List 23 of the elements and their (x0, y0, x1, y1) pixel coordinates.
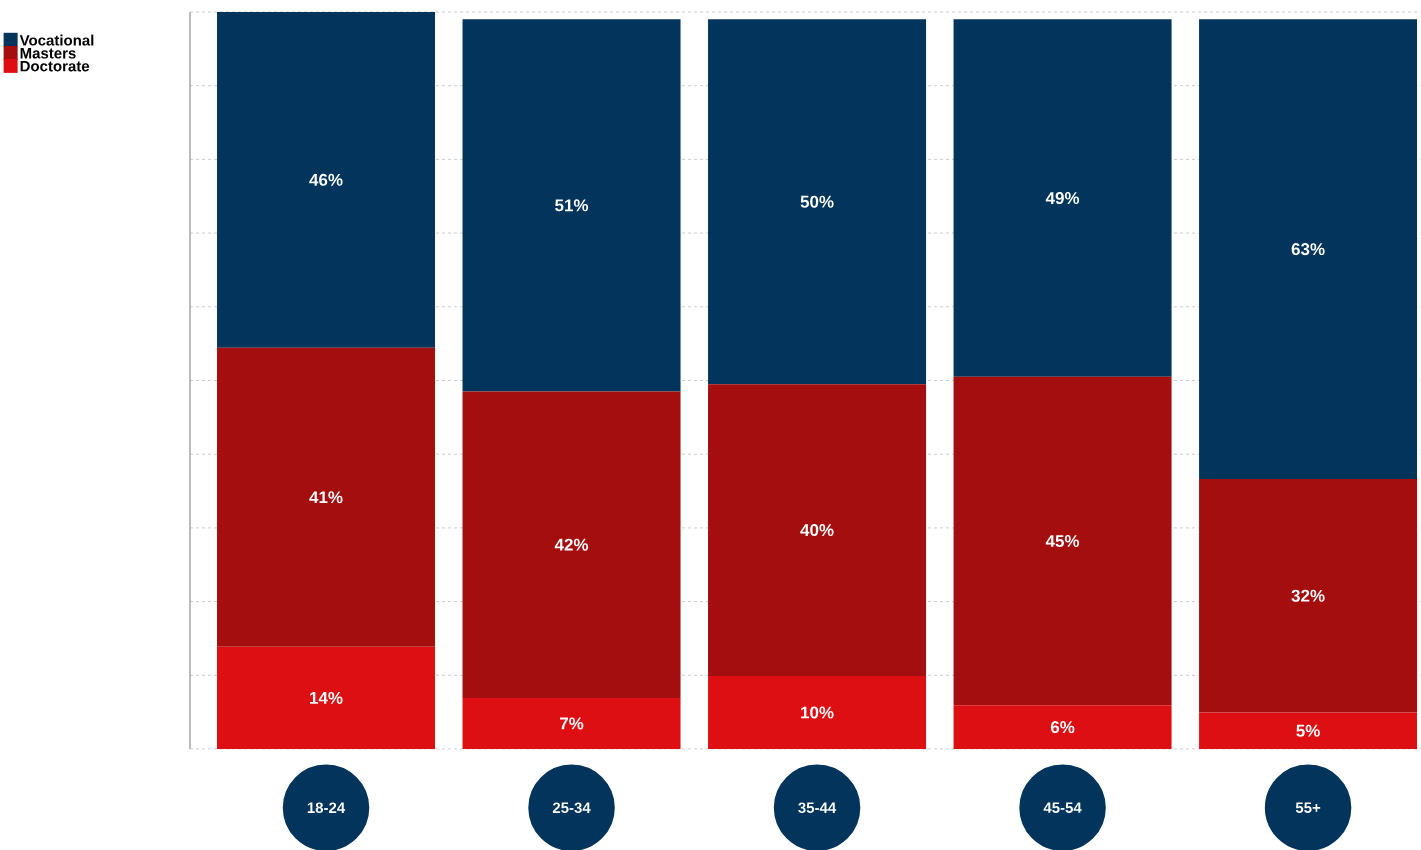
data-label: 46% (309, 173, 343, 186)
data-label: 49% (1045, 192, 1080, 205)
x-tick-label: 18-24 (307, 802, 346, 814)
legend-label: Masters (20, 48, 76, 59)
data-label: 6% (1050, 721, 1075, 734)
x-tick-label: 45-54 (1043, 802, 1082, 813)
data-label: 32% (1291, 589, 1325, 602)
data-label: 50% (800, 195, 834, 208)
data-label: 14% (310, 691, 343, 704)
data-label: 63% (1291, 243, 1325, 256)
data-label: 51% (555, 199, 589, 212)
data-label: 5% (1296, 724, 1320, 737)
legend-label: Vocational (19, 34, 94, 46)
data-label: 10% (801, 706, 834, 719)
data-label: 40% (800, 524, 834, 537)
x-tick-label: 35-44 (798, 802, 837, 814)
data-label: 41% (309, 491, 343, 504)
data-label: 42% (554, 538, 589, 551)
legend-label: Doctorate (20, 60, 90, 72)
data-label: 7% (559, 717, 584, 730)
x-tick-label: 55+ (1295, 802, 1321, 813)
data-label: 45% (1045, 535, 1080, 548)
x-tick-label: 25-34 (552, 802, 591, 814)
